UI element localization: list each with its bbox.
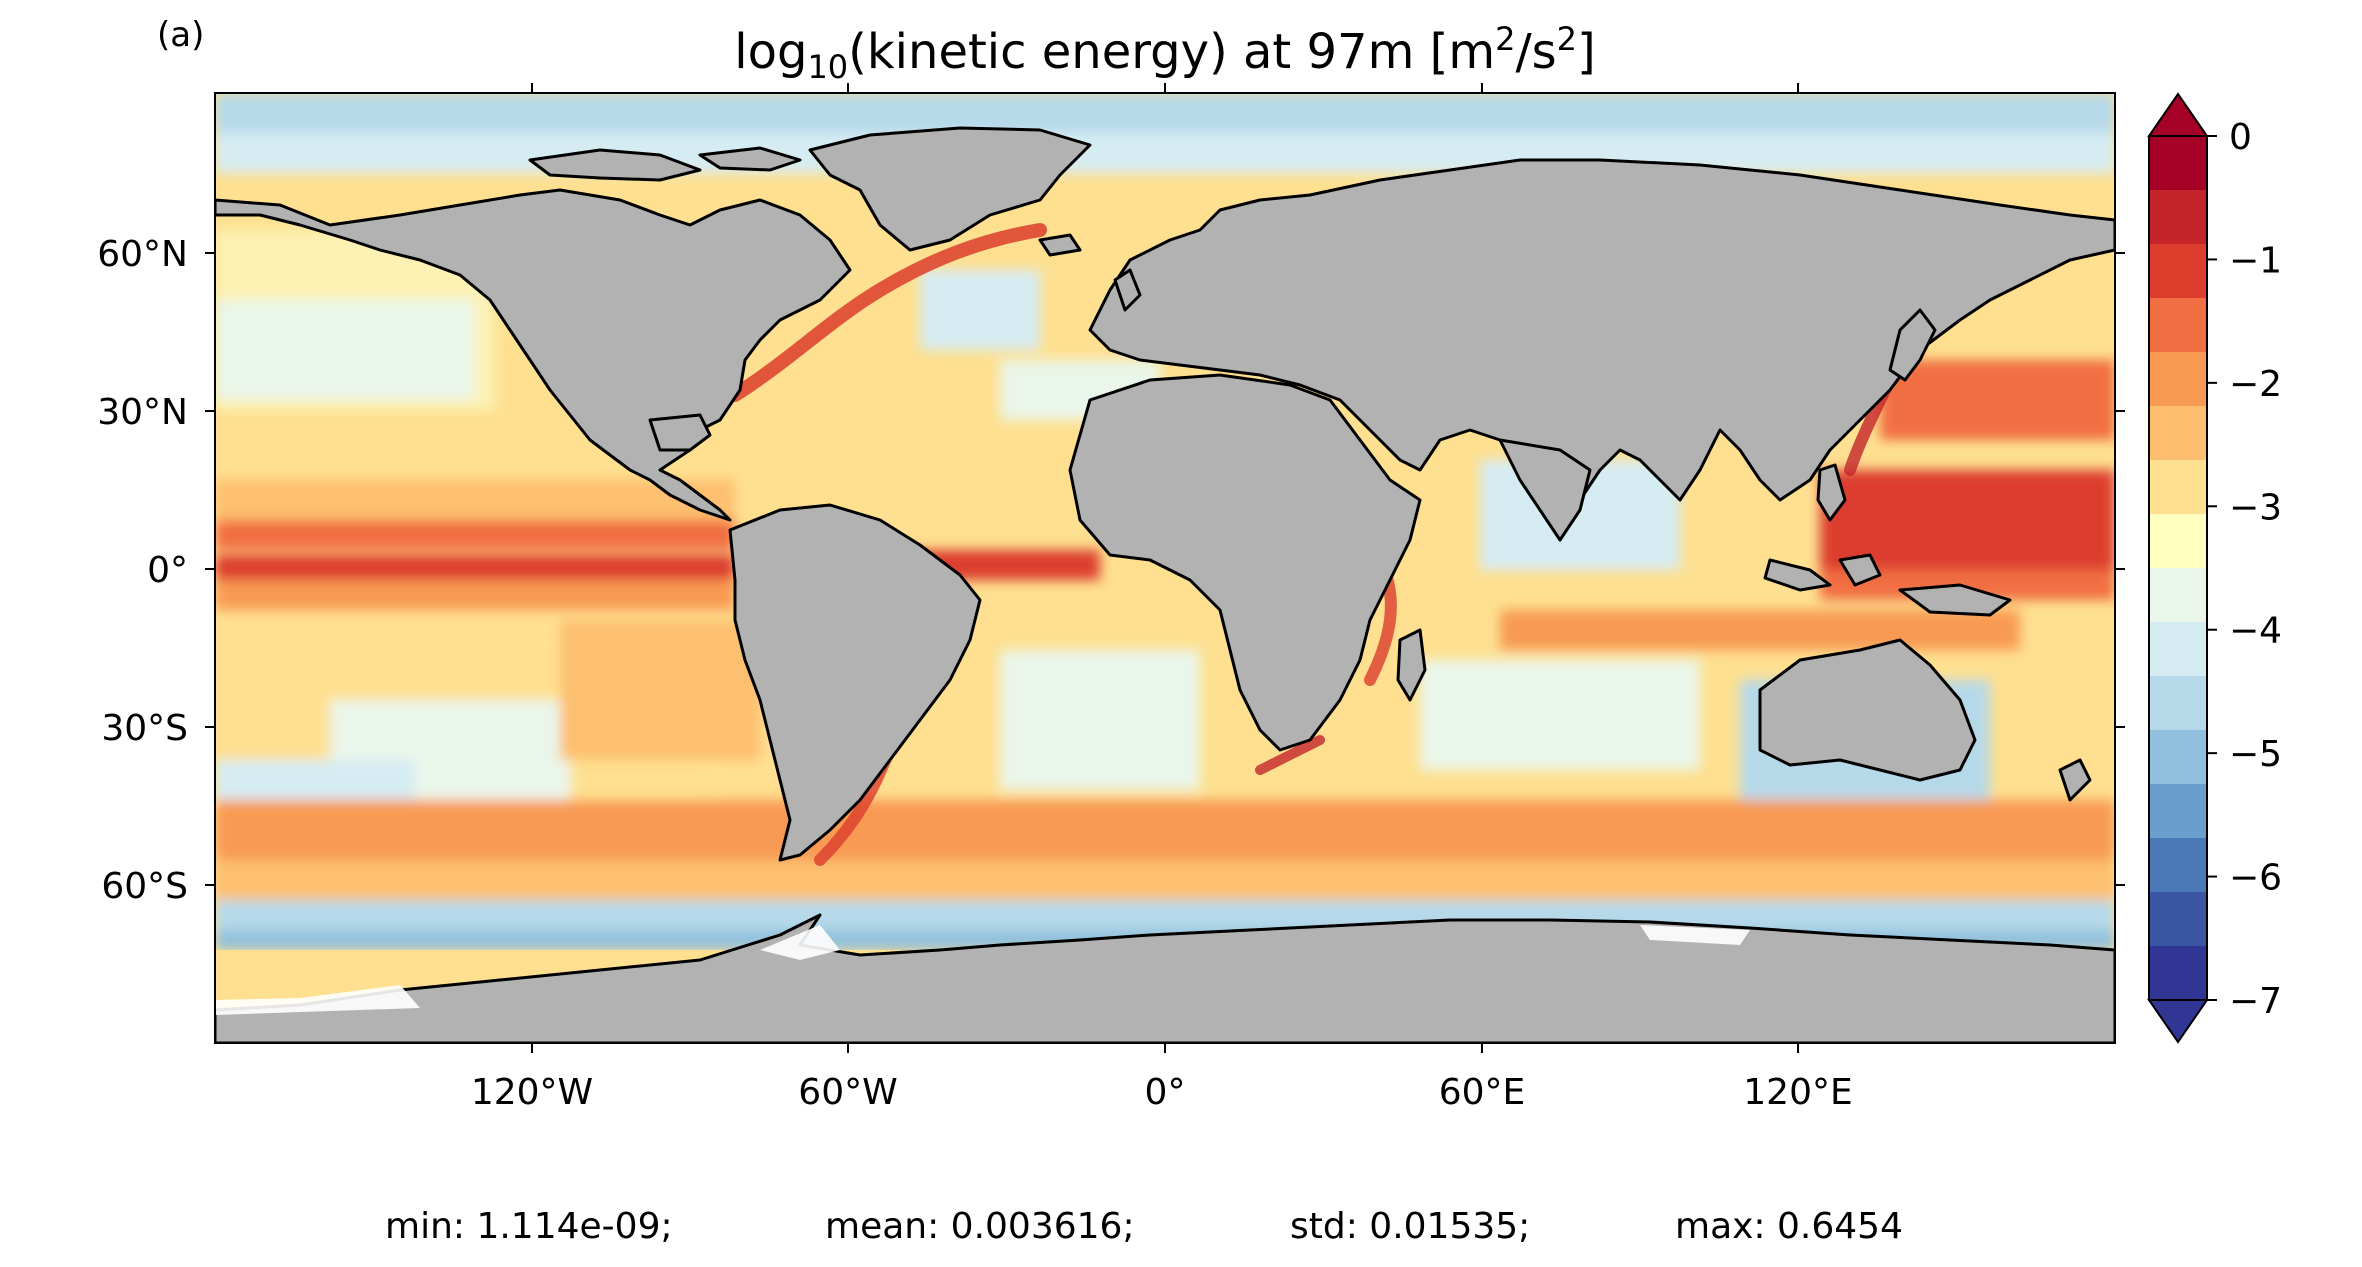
land-africa (1068, 373, 1422, 752)
lat-label-30n: 30°N (97, 392, 188, 433)
land-uk (1113, 268, 1142, 312)
land-greenland (808, 126, 1092, 252)
land-madagascar (1396, 628, 1427, 702)
land-india (1498, 438, 1592, 542)
stat-min: min: 1.114e-09; (385, 1206, 673, 1247)
lon-label-60e: 60°E (1439, 1072, 1526, 1113)
land-indonesia-1 (1763, 558, 1832, 592)
colorbar-segment (2149, 190, 2207, 245)
stat-max: max: 0.6454 (1675, 1206, 1903, 1247)
colorbar-tick-label: −6 (2229, 858, 2282, 899)
colorbar-segment (2149, 460, 2207, 515)
land-japan (1888, 308, 1937, 382)
colorbar-segment (2149, 406, 2207, 461)
lat-label-60s: 60°S (101, 866, 188, 907)
land-indonesia-2 (1838, 553, 1882, 587)
land-new-zealand (2058, 758, 2092, 802)
lat-label-30s: 30°S (101, 708, 188, 749)
colorbar-segment (2149, 892, 2207, 947)
colorbar-segment (2149, 838, 2207, 893)
lon-label-60w: 60°W (798, 1072, 897, 1113)
lon-label-120w: 120°W (471, 1072, 593, 1113)
colorbar-tick-label: −5 (2229, 734, 2282, 775)
land-eurasia (1088, 158, 2115, 522)
land-iceland (1038, 233, 1082, 257)
chart-title: log10(kinetic energy) at 97m [m2/s2] (734, 20, 1595, 86)
land-new-guinea (1898, 583, 2012, 617)
colorbar-segment (2149, 298, 2207, 353)
colorbar-segment (2149, 568, 2207, 623)
stat-mean: mean: 0.003616; (825, 1206, 1135, 1247)
lat-axis: 60°N 30°N 0° 30°S 60°S (97, 234, 2125, 907)
land-south-america (728, 503, 982, 862)
land-mexico-gulf (648, 413, 712, 452)
colorbar-segment (2149, 622, 2207, 677)
colorbar-tick-label: −7 (2229, 981, 2282, 1022)
lat-label-0: 0° (147, 550, 188, 591)
colorbar-segment (2149, 946, 2207, 1001)
panel-label: (a) (157, 15, 204, 55)
colorbar-segment (2149, 514, 2207, 569)
colorbar-tick-label: −1 (2229, 240, 2282, 281)
lon-label-120e: 120°E (1743, 1072, 1852, 1113)
land (215, 126, 2115, 1043)
colorbar-extend-max (2147, 92, 2209, 137)
lon-label-0: 0° (1145, 1072, 1186, 1113)
colorbar-segment (2149, 676, 2207, 731)
colorbar-segments (2149, 136, 2207, 1001)
colorbar-extend-min (2147, 999, 2209, 1044)
colorbar-ticks: 0 −1 −2 −3 −4 −5 −6 −7 (2207, 117, 2282, 1022)
colorbar-segment (2149, 730, 2207, 785)
lon-axis: 120°W 60°W 0° 60°E 120°E (471, 83, 1853, 1113)
colorbar-frame (2148, 135, 2208, 1001)
land-arctic-islands (528, 148, 702, 182)
stat-std: std: 0.01535; (1290, 1206, 1530, 1247)
colorbar-tick-label: −3 (2229, 487, 2282, 528)
colorbar-segment (2149, 784, 2207, 839)
land-australia (1758, 638, 1977, 782)
colorbar-tick-label: 0 (2229, 117, 2252, 158)
land-arctic-islands-2 (698, 146, 802, 172)
lat-label-60n: 60°N (97, 234, 188, 275)
colorbar-segment (2149, 136, 2207, 191)
stats-line: min: 1.114e-09; mean: 0.003616; std: 0.0… (385, 1206, 1903, 1247)
colorbar-segment (2149, 352, 2207, 407)
map-area (215, 93, 2115, 1043)
colorbar-tick-label: −2 (2229, 364, 2282, 405)
colorbar: 0 −1 −2 −3 −4 −5 −6 −7 (2147, 92, 2282, 1044)
land-antarctica (215, 913, 2115, 1043)
sea-ice (215, 925, 1750, 1015)
colorbar-tick-label: −4 (2229, 611, 2282, 652)
colorbar-segment (2149, 244, 2207, 299)
land-philippines (1816, 463, 1847, 522)
